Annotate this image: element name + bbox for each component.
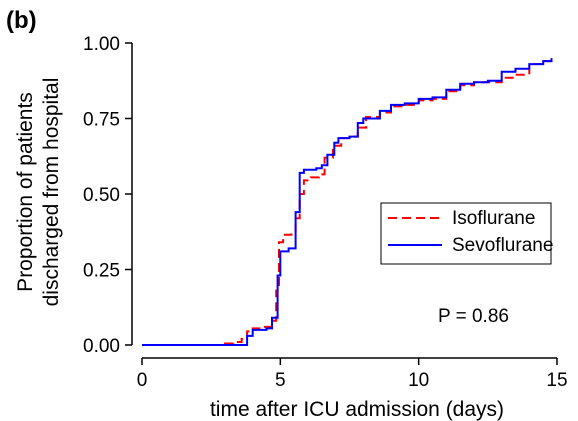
y-axis-title-line-2: discharged from hospital — [40, 78, 63, 307]
legend-label-isoflurane: Isoflurane — [452, 208, 535, 229]
y-axis-title-line-1: Proportion of patients — [14, 92, 37, 292]
y-tick-label: 0.25 — [83, 261, 120, 282]
x-tick-label: 10 — [408, 370, 429, 391]
series-layer — [142, 58, 553, 346]
y-tick-label: 0.00 — [83, 336, 120, 357]
y-axis: 0.00 0.25 0.50 0.75 1.00 — [83, 34, 133, 357]
series-line-sevoflurane — [142, 58, 553, 346]
y-tick-label: 0.50 — [83, 185, 120, 206]
x-ticks: 0 5 10 15 — [137, 358, 568, 391]
legend-box — [380, 202, 552, 265]
x-axis-title: time after ICU admission (days) — [210, 398, 504, 421]
y-ticks: 0.00 0.25 0.50 0.75 1.00 — [83, 34, 132, 357]
y-tick-label: 1.00 — [83, 34, 120, 55]
panel-label: (b) — [6, 7, 37, 34]
y-tick-label: 0.75 — [83, 110, 120, 131]
legend-label-sevoflurane: Sevoflurane — [452, 235, 553, 256]
y-axis-title: Proportion of patients discharged from h… — [14, 78, 63, 307]
x-tick-label: 5 — [275, 370, 286, 391]
x-axis: 0 5 10 15 — [137, 357, 568, 391]
legend: Isoflurane Sevoflurane — [380, 202, 553, 265]
p-value-annotation: P = 0.86 — [438, 306, 509, 327]
series-line-isoflurane — [142, 59, 553, 346]
x-tick-label: 15 — [546, 370, 567, 391]
x-tick-label: 0 — [137, 370, 148, 391]
